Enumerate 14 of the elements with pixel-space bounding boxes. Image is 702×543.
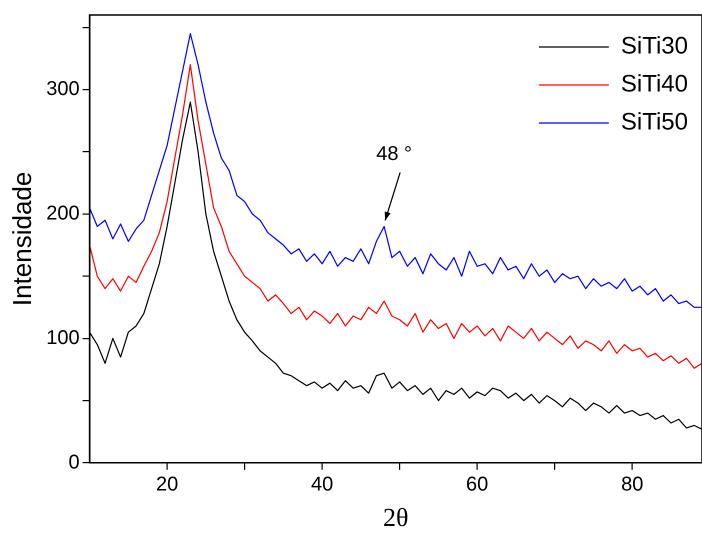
y-axis-title: Intensidade: [6, 172, 37, 306]
legend-label: SiTi50: [620, 108, 688, 136]
x-tick-label: 80: [621, 473, 644, 496]
annotation: 48 °: [376, 142, 412, 165]
y-tick-label: 300: [46, 78, 80, 100]
x-axis-title: 2θ: [383, 503, 409, 532]
x-tick-label: 60: [466, 473, 488, 496]
legend-label: SiTi30: [620, 32, 688, 60]
x-tick-label: 20: [156, 473, 178, 496]
x-tick-label: 40: [311, 473, 334, 496]
y-tick-label: 100: [46, 326, 80, 349]
y-tick-label: 0: [68, 451, 80, 474]
y-tick-label: 200: [46, 202, 80, 225]
legend-label: SiTi40: [620, 70, 688, 98]
